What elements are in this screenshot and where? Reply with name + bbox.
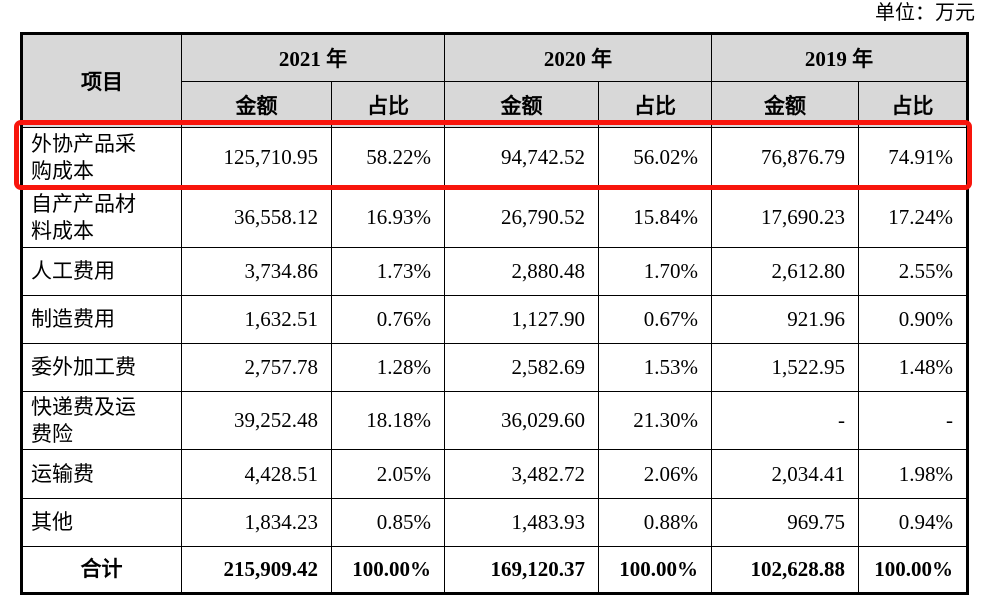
amount-2020: 26,790.52 — [444, 187, 599, 248]
amount-2019: 17,690.23 — [711, 187, 859, 248]
ratio-2020: 2.06% — [598, 449, 712, 499]
amount-2020: 94,742.52 — [444, 127, 599, 188]
total-amount-2019: 102,628.88 — [711, 546, 859, 594]
table-row-outsourced-purchase-cost: 外协产品采 购成本 125,710.95 58.22% 94,742.52 56… — [21, 127, 968, 188]
amount-2020: 36,029.60 — [444, 391, 599, 450]
col-header-ratio-2020: 占比 — [598, 81, 712, 128]
total-ratio-2020: 100.00% — [598, 546, 712, 594]
total-ratio-2019: 100.00% — [858, 546, 968, 594]
col-header-amount-2021: 金额 — [181, 81, 332, 128]
ratio-2020: 15.84% — [598, 187, 712, 248]
row-item-label: 人工费用 — [21, 247, 182, 296]
ratio-2019: 2.55% — [858, 247, 968, 296]
ratio-2021: 1.28% — [331, 343, 445, 392]
ratio-2019: 17.24% — [858, 187, 968, 248]
row-item-label: 快递费及运 费险 — [21, 391, 182, 450]
col-header-ratio-2019: 占比 — [858, 81, 968, 128]
amount-2021: 4,428.51 — [181, 449, 332, 499]
col-header-item: 项目 — [21, 33, 182, 128]
table-row-labor-cost: 人工费用 3,734.86 1.73% 2,880.48 1.70% 2,612… — [21, 247, 968, 296]
amount-2021: 2,757.78 — [181, 343, 332, 392]
col-header-amount-2020: 金额 — [444, 81, 599, 128]
amount-2021: 125,710.95 — [181, 127, 332, 188]
ratio-2019: 1.48% — [858, 343, 968, 392]
ratio-2021: 1.73% — [331, 247, 445, 296]
row-item-label: 委外加工费 — [21, 343, 182, 392]
row-item-label: 制造费用 — [21, 295, 182, 344]
ratio-2019: 0.90% — [858, 295, 968, 344]
table-row-express-and-freight-insurance: 快递费及运 费险 39,252.48 18.18% 36,029.60 21.3… — [21, 391, 968, 450]
row-item-label: 运输费 — [21, 449, 182, 499]
amount-2020: 3,482.72 — [444, 449, 599, 499]
amount-2019: 2,612.80 — [711, 247, 859, 296]
ratio-2021: 58.22% — [331, 127, 445, 188]
amount-2019: 1,522.95 — [711, 343, 859, 392]
ratio-2019: 1.98% — [858, 449, 968, 499]
unit-label: 单位：万元 — [875, 2, 975, 24]
total-label: 合计 — [21, 546, 182, 594]
amount-2021: 3,734.86 — [181, 247, 332, 296]
table-row-other: 其他 1,834.23 0.85% 1,483.93 0.88% 969.75 … — [21, 498, 968, 547]
amount-2019: - — [711, 391, 859, 450]
ratio-2021: 2.05% — [331, 449, 445, 499]
amount-2019: 969.75 — [711, 498, 859, 547]
col-header-year-2020: 2020 年 — [444, 33, 712, 82]
amount-2020: 1,483.93 — [444, 498, 599, 547]
ratio-2020: 21.30% — [598, 391, 712, 450]
amount-2019: 921.96 — [711, 295, 859, 344]
total-amount-2021: 215,909.42 — [181, 546, 332, 594]
amount-2019: 2,034.41 — [711, 449, 859, 499]
header-row-years: 项目 2021 年 2020 年 2019 年 — [21, 33, 968, 128]
ratio-2019: 0.94% — [858, 498, 968, 547]
table-row-transport-fee: 运输费 4,428.51 2.05% 3,482.72 2.06% 2,034.… — [21, 449, 968, 499]
amount-2019: 76,876.79 — [711, 127, 859, 188]
table-row-self-made-material-cost: 自产产品材 料成本 36,558.12 16.93% 26,790.52 15.… — [21, 187, 968, 248]
amount-2020: 1,127.90 — [444, 295, 599, 344]
cost-breakdown-table: 项目 2021 年 2020 年 2019 年 金额 占比 金额 占比 金额 占… — [20, 32, 969, 595]
ratio-2019: 74.91% — [858, 127, 968, 188]
row-item-label: 其他 — [21, 498, 182, 547]
col-header-year-2021: 2021 年 — [181, 33, 445, 82]
amount-2020: 2,582.69 — [444, 343, 599, 392]
ratio-2020: 1.70% — [598, 247, 712, 296]
amount-2021: 1,834.23 — [181, 498, 332, 547]
row-item-label: 外协产品采 购成本 — [21, 127, 182, 188]
ratio-2019: - — [858, 391, 968, 450]
amount-2021: 1,632.51 — [181, 295, 332, 344]
col-header-amount-2019: 金额 — [711, 81, 859, 128]
table-row-outsourced-processing-fee: 委外加工费 2,757.78 1.28% 2,582.69 1.53% 1,52… — [21, 343, 968, 392]
amount-2021: 39,252.48 — [181, 391, 332, 450]
ratio-2020: 56.02% — [598, 127, 712, 188]
ratio-2021: 18.18% — [331, 391, 445, 450]
ratio-2020: 1.53% — [598, 343, 712, 392]
table-row-manufacturing-cost: 制造费用 1,632.51 0.76% 1,127.90 0.67% 921.9… — [21, 295, 968, 344]
ratio-2021: 0.85% — [331, 498, 445, 547]
table-row-total: 合计 215,909.42 100.00% 169,120.37 100.00%… — [21, 546, 968, 594]
amount-2020: 2,880.48 — [444, 247, 599, 296]
row-item-label: 自产产品材 料成本 — [21, 187, 182, 248]
ratio-2021: 0.76% — [331, 295, 445, 344]
ratio-2020: 0.67% — [598, 295, 712, 344]
total-amount-2020: 169,120.37 — [444, 546, 599, 594]
col-header-ratio-2021: 占比 — [331, 81, 445, 128]
col-header-year-2019: 2019 年 — [711, 33, 968, 82]
amount-2021: 36,558.12 — [181, 187, 332, 248]
ratio-2020: 0.88% — [598, 498, 712, 547]
ratio-2021: 16.93% — [331, 187, 445, 248]
total-ratio-2021: 100.00% — [331, 546, 445, 594]
